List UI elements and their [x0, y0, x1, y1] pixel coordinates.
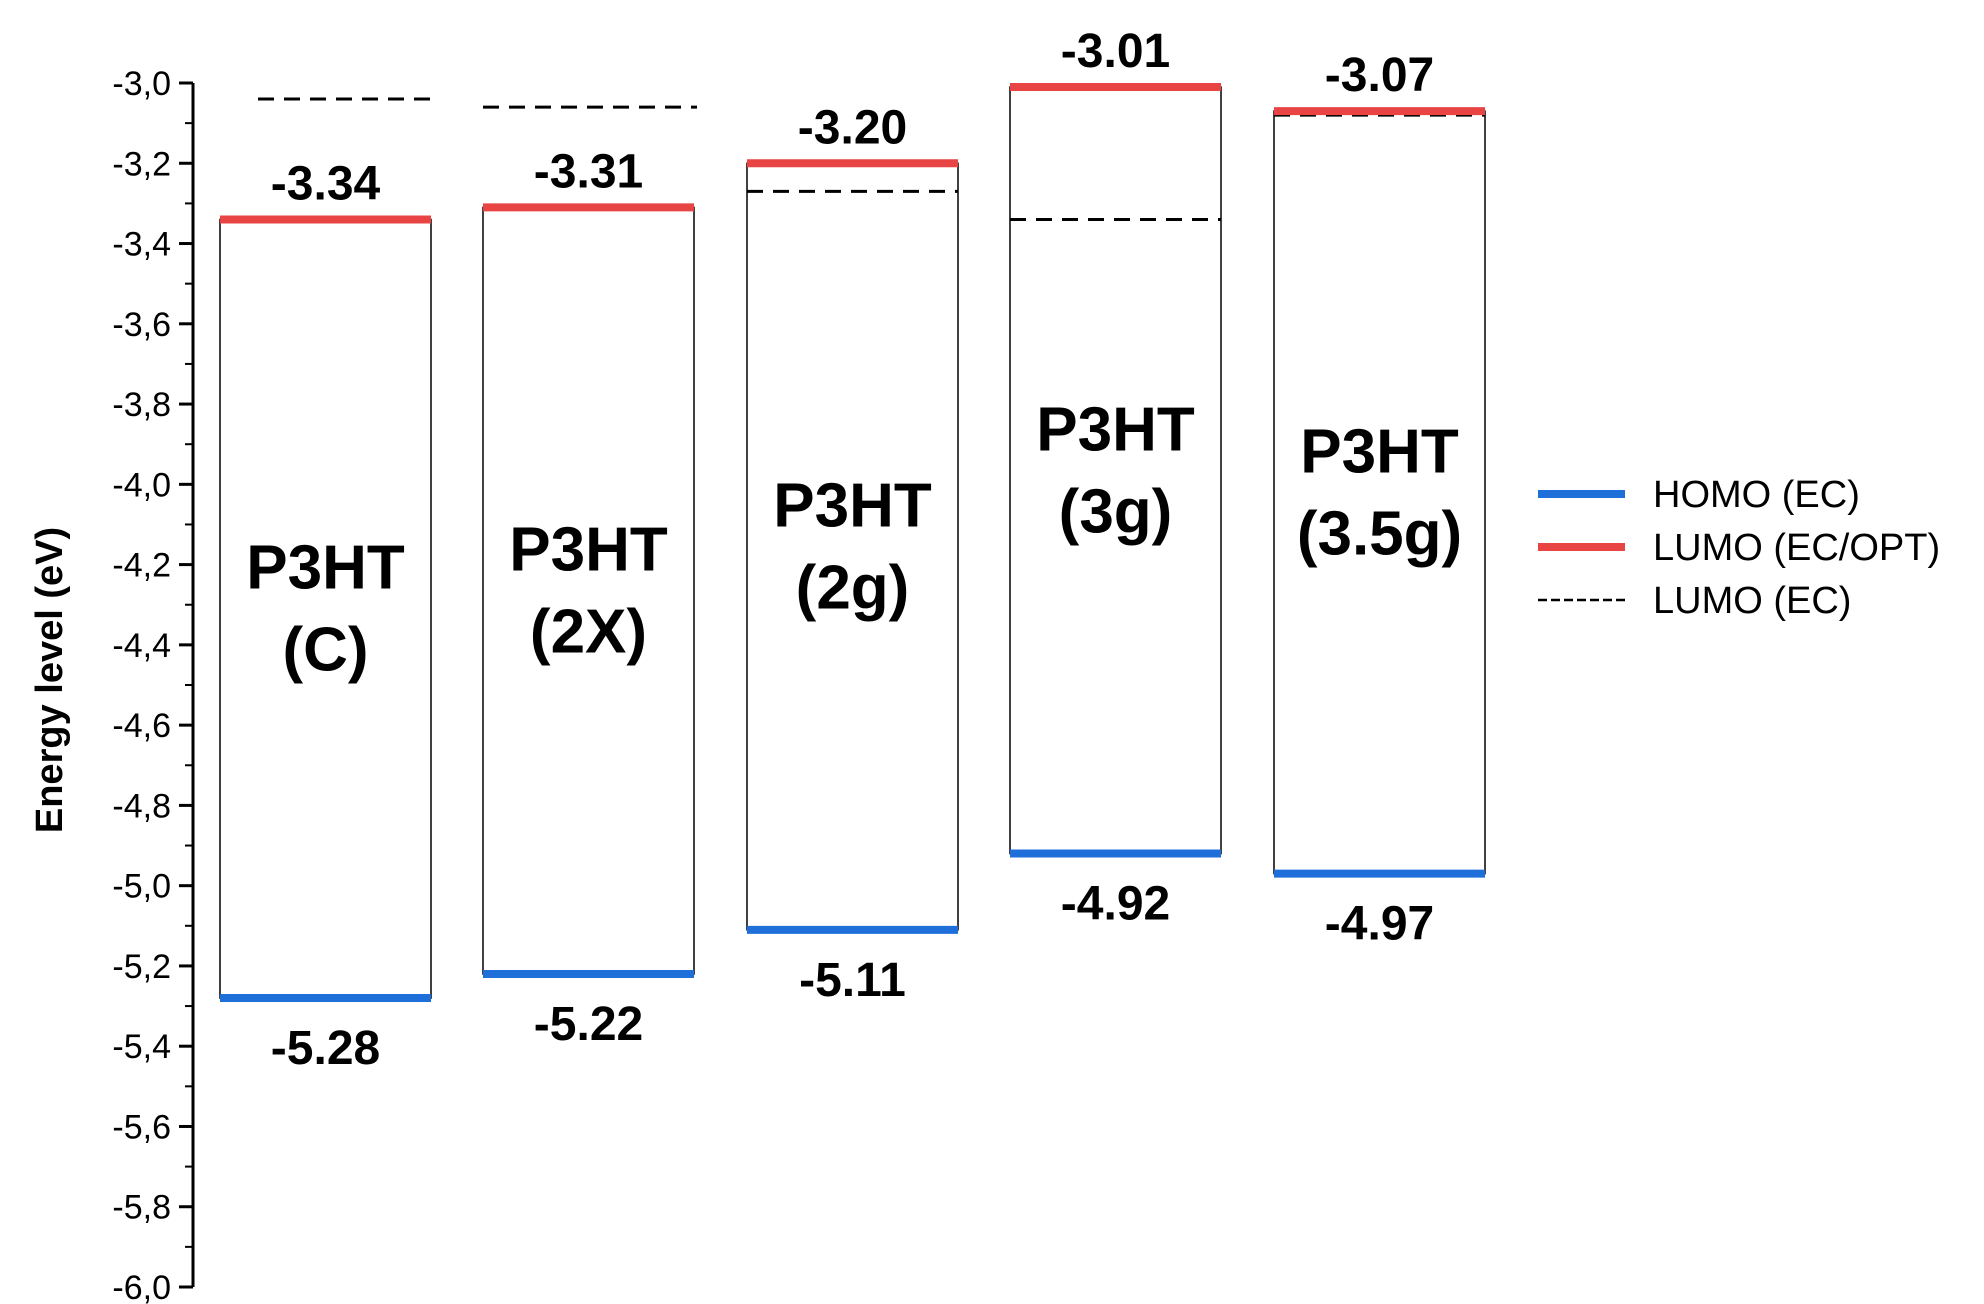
y-axis-title: Energy level (eV): [29, 527, 71, 833]
y-axis: -3,0 -3,2 -3,4 -3,6 -3,8 -4,0 -4,2 -4,4 -4,6 -4,8…: [112, 65, 195, 1304]
homo-value-label: -5.11: [799, 954, 906, 1007]
lumo-value-label: -3.20: [798, 101, 907, 154]
energy-box-outline: [1009, 86, 1222, 855]
y-tick-label: -3,0: [112, 65, 171, 103]
legend-item-2: LUMO (EC/OPT): [1538, 527, 1940, 569]
y-tick-label: -4,6: [112, 707, 171, 745]
material-variant: (2X): [530, 598, 647, 667]
energy-box-5: -3.07 -4.97 P3HT (3.5g): [1273, 49, 1486, 951]
y-tick-label: -4,2: [112, 547, 171, 585]
material-variant: (3g): [1059, 477, 1173, 546]
material-name: P3HT: [1300, 417, 1459, 486]
lumo-value-label: -3.34: [271, 157, 381, 210]
material-variant: (C): [282, 616, 368, 685]
y-tick-label: -5,8: [112, 1189, 171, 1227]
legend-item-1: HOMO (EC): [1538, 474, 1860, 516]
homo-value-label: -4.97: [1325, 898, 1434, 951]
homo-value-label: -5.22: [534, 998, 643, 1051]
y-tick-label: -3,4: [112, 226, 171, 264]
material-variant: (3.5g): [1297, 499, 1462, 568]
energy-box-outline: [219, 218, 432, 999]
y-tick-label: -4,4: [112, 627, 171, 665]
y-tick-label: -5,2: [112, 948, 171, 986]
legend: HOMO (EC) LUMO (EC/OPT) LUMO (EC): [1538, 474, 1940, 622]
y-tick-label: -4,8: [112, 787, 171, 825]
y-tick-label: -5,6: [112, 1108, 171, 1146]
energy-box-outline: [746, 162, 959, 931]
y-tick-label: -5,4: [112, 1028, 171, 1066]
energy-box-2: -3.31 -5.22 P3HT (2X): [482, 105, 697, 1051]
legend-item-3: LUMO (EC): [1538, 580, 1851, 622]
material-variant: (2g): [796, 554, 910, 623]
y-tick-label: -4,0: [112, 466, 171, 504]
y-tick-label: -3,8: [112, 386, 171, 424]
energy-box-1: -3.34 -5.28 P3HT (C): [219, 97, 432, 1075]
energy-level-boxes: -3.34 -5.28 P3HT (C) -3.31 -5.22 P3HT (2X) -3.20…: [219, 25, 1486, 1075]
legend-label: LUMO (EC/OPT): [1653, 527, 1940, 569]
legend-label: HOMO (EC): [1653, 474, 1860, 516]
energy-box-3: -3.20 -5.11 P3HT (2g): [746, 101, 959, 1007]
y-tick-label: -6,0: [112, 1269, 171, 1304]
homo-value-label: -5.28: [271, 1022, 380, 1075]
material-name: P3HT: [1036, 395, 1195, 464]
y-tick-label: -3,2: [112, 145, 171, 183]
material-name: P3HT: [509, 516, 668, 585]
lumo-value-label: -3.07: [1325, 49, 1434, 102]
y-tick-label: -5,0: [112, 868, 171, 906]
material-name: P3HT: [246, 534, 405, 603]
lumo-value-label: -3.31: [534, 145, 643, 198]
y-tick-label: -3,6: [112, 306, 171, 344]
material-name: P3HT: [773, 472, 932, 541]
homo-value-label: -4.92: [1061, 878, 1170, 931]
legend-label: LUMO (EC): [1653, 580, 1851, 622]
energy-box-outline: [482, 206, 695, 975]
energy-box-4: -3.01 -4.92 P3HT (3g): [1009, 25, 1222, 931]
energy-box-outline: [1273, 110, 1486, 875]
lumo-value-label: -3.01: [1061, 25, 1170, 78]
